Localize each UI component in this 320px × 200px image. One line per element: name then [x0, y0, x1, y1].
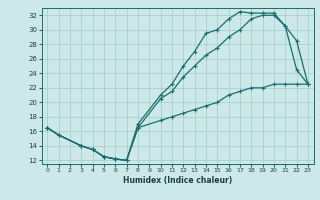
X-axis label: Humidex (Indice chaleur): Humidex (Indice chaleur) — [123, 176, 232, 185]
